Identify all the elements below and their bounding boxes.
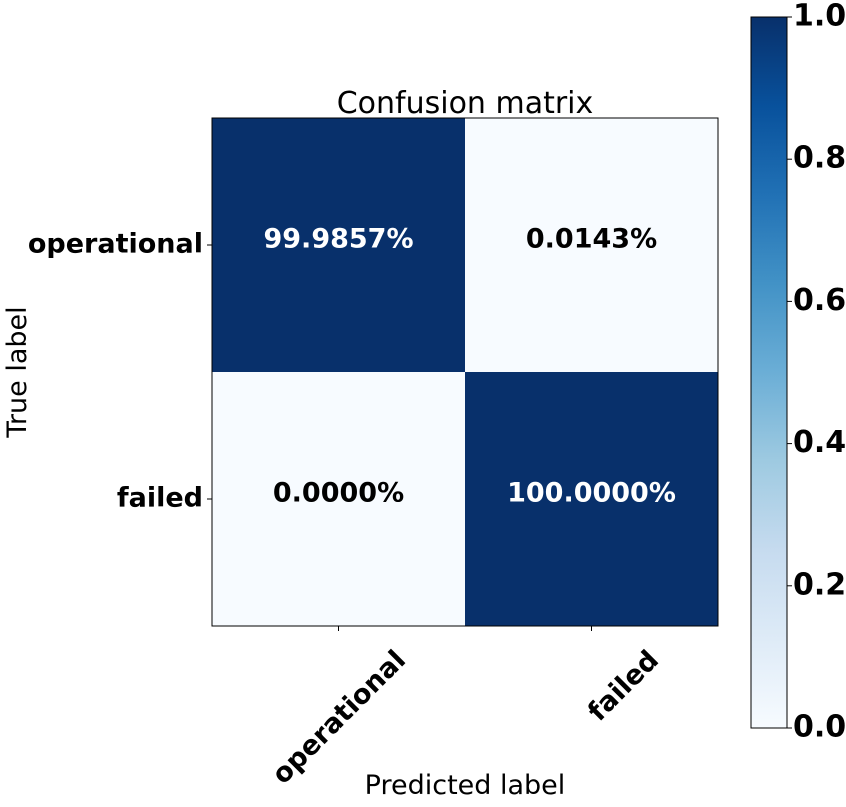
y-tick-label-0: operational	[28, 229, 203, 260]
colorbar-tick-label-0: 0.0	[793, 710, 846, 745]
heatmap-cell-r1-c1	[465, 372, 718, 626]
x-axis-ticks: operational failed	[266, 626, 665, 790]
chart-title: Confusion matrix	[337, 86, 594, 121]
y-axis-ticks: operational failed	[28, 229, 212, 514]
x-tick-label-1: failed	[582, 645, 665, 728]
x-tick-label-0: operational	[266, 645, 412, 791]
plot-frame	[211, 117, 719, 627]
cell-value-label-r1-c0: 0.0000%	[273, 478, 404, 509]
y-axis-label: True label	[2, 306, 33, 438]
colorbar-tick-label-1: 0.2	[793, 567, 846, 602]
colorbar-tick-label-2: 0.4	[793, 425, 846, 460]
heatmap-cells	[212, 118, 718, 626]
heatmap-cell-r1-c0	[212, 372, 465, 626]
colorbar-tick-label-3: 0.6	[793, 283, 846, 318]
y-tick-label-1: failed	[117, 483, 203, 514]
cell-value-label-r0-c1: 0.0143%	[526, 224, 657, 255]
x-axis-label: Predicted label	[365, 770, 566, 801]
cell-value-label-r1-c1: 100.0000%	[507, 478, 676, 509]
colorbar	[750, 16, 788, 729]
heatmap-cell-r0-c1	[465, 118, 718, 372]
heatmap-cell-r0-c0	[212, 118, 465, 372]
cell-value-label-r0-c0: 99.9857%	[263, 224, 413, 255]
colorbar-tick-label-4: 0.8	[793, 141, 846, 176]
colorbar-tick-label-5: 1.0	[793, 0, 846, 34]
heatmap-cell-labels: 99.9857% 0.0143% 0.0000% 100.0000%	[263, 224, 675, 509]
colorbar-ticks: 0.0 0.2 0.4 0.6 0.8 1.0	[787, 0, 846, 745]
